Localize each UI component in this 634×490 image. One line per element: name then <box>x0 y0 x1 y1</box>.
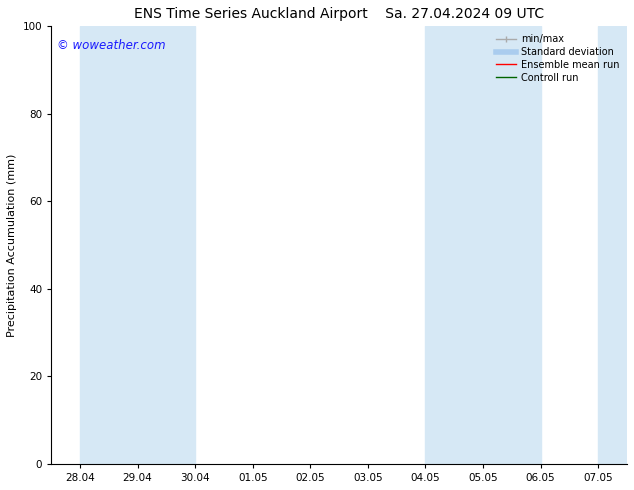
Title: ENS Time Series Auckland Airport    Sa. 27.04.2024 09 UTC: ENS Time Series Auckland Airport Sa. 27.… <box>134 7 544 21</box>
Bar <box>598 26 634 464</box>
Legend: min/max, Standard deviation, Ensemble mean run, Controll run: min/max, Standard deviation, Ensemble me… <box>493 31 622 86</box>
Bar <box>80 26 138 464</box>
Text: © woweather.com: © woweather.com <box>57 39 165 52</box>
Y-axis label: Precipitation Accumulation (mm): Precipitation Accumulation (mm) <box>7 153 17 337</box>
Bar <box>138 26 195 464</box>
Bar <box>425 26 483 464</box>
Bar <box>483 26 541 464</box>
